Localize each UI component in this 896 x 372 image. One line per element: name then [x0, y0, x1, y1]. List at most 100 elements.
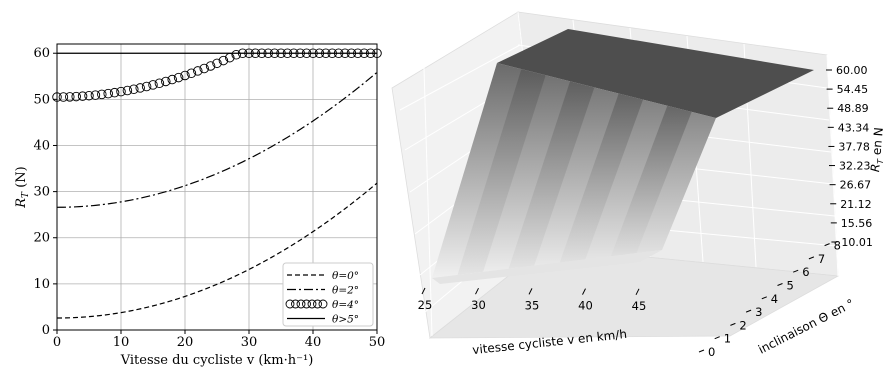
series-point [205, 61, 216, 71]
z-tick-label: 26.67 [840, 179, 872, 192]
series-point [180, 70, 190, 81]
series-point [186, 68, 197, 78]
legend-marker [313, 299, 322, 309]
z-tick-label: 43.34 [838, 121, 870, 134]
legend-marker [291, 299, 300, 309]
y-axis-label-subscript: T [21, 191, 31, 198]
x3-tick-label: 35 [525, 298, 540, 312]
legend-label: θ=2° [332, 285, 359, 297]
surface-stripes [457, 69, 692, 275]
x3-tick [475, 287, 479, 295]
z-tick-label: 60.00 [836, 64, 868, 77]
legend-marker [296, 299, 306, 309]
surface-3d-chart: 60.00 54.45 48.89 43.34 37.78 32.23 26.67 21.12… [391, 11, 888, 359]
x3-tick [582, 288, 586, 295]
series-point [199, 63, 209, 74]
series-point [129, 84, 139, 95]
plot-frame [56, 43, 378, 331]
legend-marker [302, 299, 311, 309]
series-point [141, 81, 152, 92]
legend-marker [307, 299, 317, 309]
series-point [116, 86, 126, 97]
series-point [97, 89, 107, 100]
tick-group: 0 10 20 30 40 50 0 10 20 30 40 50 60 [33, 46, 385, 350]
surface-stripe [610, 105, 692, 257]
y-tick-label: 10 [33, 277, 50, 292]
y3-tick [698, 349, 705, 353]
series-point [90, 90, 101, 100]
series-point [161, 76, 171, 87]
z-tick-label: 10.01 [841, 236, 873, 249]
x3-tick-label: 45 [632, 299, 647, 313]
surface-bottom [432, 250, 662, 284]
series-point [77, 91, 88, 101]
z-axis-label-unit: en N [869, 127, 886, 160]
y3-tick [808, 256, 815, 260]
grid [56, 44, 378, 331]
legend-marker [285, 299, 295, 309]
y3-tick-label: 3 [755, 305, 762, 319]
z-axis-label: RT en N [868, 127, 888, 173]
y-tick-label: 40 [33, 138, 50, 153]
y3-tick-label: 5 [787, 279, 794, 293]
y3-tick [824, 243, 830, 247]
series-group [52, 48, 382, 319]
surface-stripe [508, 81, 595, 269]
x-axis-3d: 25 30 35 40 45 [418, 287, 647, 313]
series-point [84, 90, 94, 101]
y3-tick-label: 6 [802, 265, 809, 279]
y3-tick [761, 296, 767, 300]
x-tick-label: 10 [113, 335, 130, 350]
y3-tick-label: 2 [739, 318, 746, 332]
x3-tick-label: 30 [471, 298, 486, 312]
x-tick-label: 50 [369, 335, 386, 350]
x3-tick-label: 25 [418, 298, 433, 312]
z-tick-label: 54.45 [837, 83, 869, 96]
z-axis-label-subscript: T [876, 158, 885, 165]
z-tick-label: 48.89 [837, 102, 869, 115]
surface-stripe [559, 93, 643, 263]
legend: θ=0° θ=2° θ=4° θ>5° [282, 262, 374, 327]
y-tick-label: 20 [33, 231, 50, 246]
y-axis-label: RT (N) [14, 166, 31, 208]
series-point [103, 88, 113, 99]
y-tick-label: 30 [33, 185, 50, 200]
series-point [173, 72, 184, 83]
x3-tick-label: 40 [578, 299, 593, 313]
legend-label: θ>5° [332, 314, 359, 326]
series-point [71, 91, 81, 102]
y-tick-label: 0 [42, 323, 50, 338]
surface-plateau [497, 29, 814, 118]
legend-label: θ=0° [332, 270, 359, 282]
series-point [231, 49, 241, 60]
y3-tick [745, 309, 752, 313]
y3-tick-label: 7 [818, 252, 825, 266]
x3-tick [635, 288, 640, 296]
y-axis-label-symbol: R [14, 198, 29, 209]
y-tick-label: 60 [33, 46, 50, 61]
series-point [58, 92, 69, 102]
z-axis-label-symbol: R [868, 163, 883, 173]
series-point [212, 58, 222, 69]
x-tick-label: 20 [177, 335, 194, 350]
series-point [167, 74, 177, 85]
series-point [154, 78, 165, 88]
z-tick-label: 21.12 [840, 198, 872, 211]
z-axis: 60.00 54.45 48.89 43.34 37.78 32.23 26.67 21.12… [826, 64, 873, 249]
y3-tick-label: 8 [834, 239, 841, 253]
z-tick-label: 15.56 [841, 217, 873, 230]
y-axis-label-unit: (N) [14, 166, 29, 192]
z-tick-label: 37.78 [838, 140, 870, 153]
x3-tick [421, 287, 426, 295]
legend-label: θ=4° [332, 299, 359, 311]
y3-tick-label: 0 [708, 345, 715, 359]
line-chart: 0 10 20 30 40 50 0 10 20 30 40 50 60 Vitesse du cycl… [14, 43, 385, 368]
y3-tick [777, 283, 783, 286]
y-tick-label: 50 [33, 92, 50, 107]
surface-stripe [457, 69, 546, 275]
y3-tick [793, 269, 799, 273]
series-point [122, 85, 133, 96]
series-point [218, 55, 229, 66]
x-tick-label: 40 [305, 335, 322, 350]
